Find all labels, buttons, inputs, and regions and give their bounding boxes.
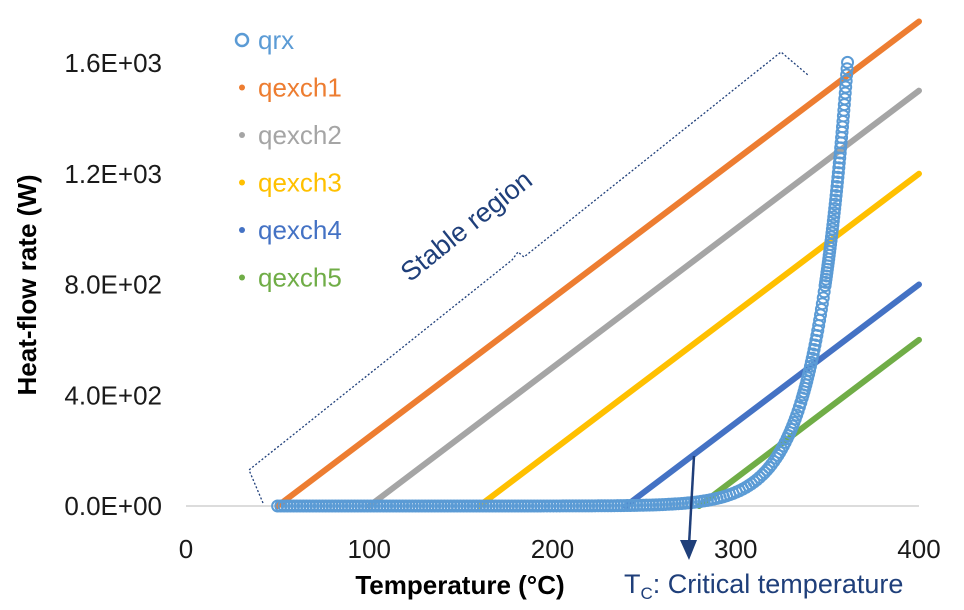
critical-temperature-text: : Critical temperature bbox=[653, 569, 904, 599]
series-line-qexch3 bbox=[476, 170, 922, 509]
x-tick-labels: 0 100 200 300 400 bbox=[179, 534, 941, 564]
qrx-point bbox=[827, 206, 841, 220]
series-line-qexch4 bbox=[622, 281, 922, 509]
qrx-point bbox=[808, 338, 822, 352]
qrx-point bbox=[816, 291, 830, 305]
legend-label-qrx: qrx bbox=[258, 25, 294, 55]
legend-item-qexch3: qexch3 bbox=[239, 168, 342, 198]
qrx-point bbox=[839, 74, 853, 88]
qrx-point bbox=[830, 180, 844, 194]
x-tick-label: 400 bbox=[897, 534, 940, 564]
qrx-point bbox=[815, 297, 829, 311]
y-tick-label: 0.0E+00 bbox=[64, 491, 162, 521]
x-axis-title: Temperature (°C) bbox=[355, 570, 564, 600]
qrx-point bbox=[832, 161, 846, 175]
legend-item-qexch2: qexch2 bbox=[239, 120, 342, 150]
qrx-point bbox=[840, 62, 854, 76]
series-layer bbox=[271, 18, 922, 513]
series-line-qexch1 bbox=[274, 18, 922, 509]
series-line-qexch5 bbox=[696, 336, 922, 509]
y-tick-label: 1.6E+03 bbox=[64, 48, 162, 78]
y-tick-label: 8.0E+02 bbox=[64, 270, 162, 300]
qrx-point bbox=[817, 285, 831, 299]
qrx-point bbox=[841, 55, 855, 69]
critical-temperature-arrow bbox=[687, 455, 696, 546]
qrx-point bbox=[827, 210, 841, 224]
y-tick-label: 4.0E+02 bbox=[64, 380, 162, 410]
x-tick-label: 100 bbox=[348, 534, 391, 564]
legend-item-qexch1: qexch1 bbox=[239, 73, 342, 103]
legend-marker-qexch3 bbox=[239, 179, 245, 186]
legend-marker-qexch4 bbox=[239, 227, 245, 233]
qrx-point bbox=[829, 189, 843, 203]
series-line-qexch2 bbox=[366, 87, 922, 509]
legend-item-qexch5: qexch5 bbox=[239, 263, 342, 293]
critical-temperature-symbol: T bbox=[624, 569, 641, 599]
legend-item-qrx: qrx bbox=[234, 25, 294, 55]
legend-marker-qexch2 bbox=[239, 132, 245, 138]
legend-marker-qexch1 bbox=[239, 84, 245, 91]
qrx-point bbox=[829, 193, 843, 207]
legend-label-qexch2: qexch2 bbox=[258, 120, 342, 150]
qrx-point bbox=[839, 80, 853, 94]
x-tick-label: 200 bbox=[531, 534, 574, 564]
legend-label-qexch1: qexch1 bbox=[258, 73, 342, 103]
critical-temperature-subscript: C bbox=[641, 584, 653, 603]
critical-temperature-label: TC: Critical temperature bbox=[624, 569, 903, 603]
legend-label-qexch5: qexch5 bbox=[258, 263, 342, 293]
legend-marker-qexch5 bbox=[239, 274, 245, 281]
legend-label-qexch4: qexch4 bbox=[258, 215, 342, 245]
qrx-point bbox=[830, 175, 844, 189]
qrx-point bbox=[828, 202, 842, 216]
qrx-point bbox=[828, 197, 842, 211]
x-tick-label: 0 bbox=[179, 534, 193, 564]
x-tick-label: 300 bbox=[714, 534, 757, 564]
qrx-point bbox=[838, 86, 852, 100]
legend-marker-qrx bbox=[234, 32, 250, 48]
annotation-layer: Stable region TC: Critical temperature bbox=[248, 51, 903, 603]
qrx-point bbox=[831, 170, 845, 184]
qrx-point bbox=[831, 166, 845, 180]
legend-label-qexch3: qexch3 bbox=[258, 168, 342, 198]
y-axis-title: Heat-flow rate (W) bbox=[12, 175, 42, 396]
stable-region-label: Stable region bbox=[395, 165, 538, 288]
critical-temperature-arrowhead bbox=[680, 540, 697, 560]
y-tick-labels: 0.0E+00 4.0E+02 8.0E+02 1.2E+03 1.6E+03 bbox=[64, 48, 162, 521]
qrx-point bbox=[830, 184, 844, 198]
y-tick-label: 1.2E+03 bbox=[64, 159, 162, 189]
qrx-point bbox=[840, 68, 854, 82]
legend: qrx qexch1 qexch2 qexch3 qexch4 qexch5 bbox=[234, 25, 342, 293]
legend-item-qexch4: qexch4 bbox=[239, 215, 342, 245]
